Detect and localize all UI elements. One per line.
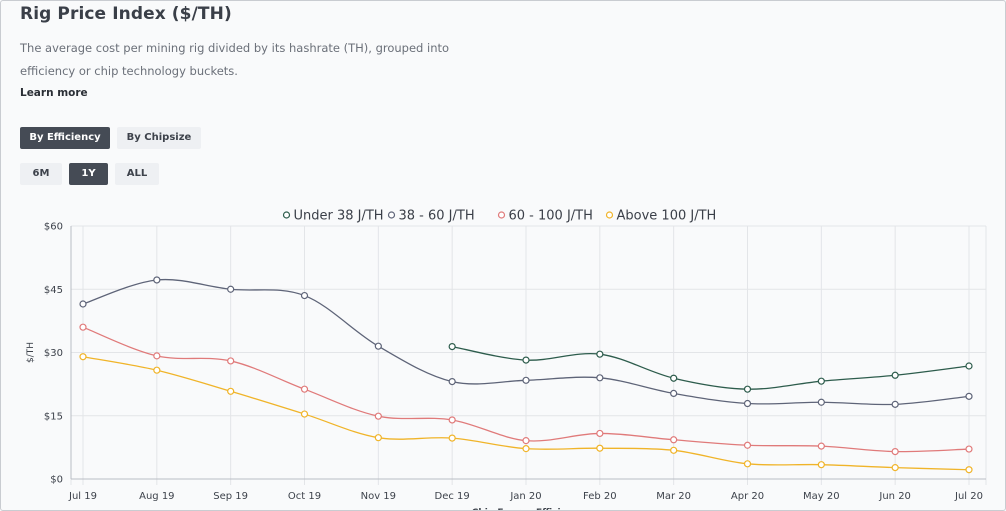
data-point-38-60-j-th[interactable]	[448, 377, 456, 386]
data-point-60-100-j-th[interactable]	[227, 357, 235, 365]
line-chart: $0 $15 $30 $45 $60 Jul 19 Aug 19 Sep 19 Oct 19 No…	[26, 209, 987, 511]
legend-label-38-60-j-th[interactable]: 38 - 60 J/TH	[399, 209, 475, 224]
data-point-under-38-j-th[interactable]	[891, 371, 899, 379]
y-tick-label: $15	[44, 411, 63, 422]
data-point-38-60-j-th[interactable]	[300, 291, 309, 300]
data-point-60-100-j-th[interactable]	[300, 385, 309, 393]
data-point-60-100-j-th[interactable]	[79, 323, 87, 331]
data-point-under-38-j-th[interactable]	[965, 362, 973, 370]
x-tick-label: Jul 20	[954, 491, 983, 502]
data-point-above-100-j-th[interactable]	[374, 434, 382, 442]
data-point-60-100-j-th[interactable]	[743, 441, 752, 449]
data-point-above-100-j-th[interactable]	[596, 444, 604, 452]
data-point-above-100-j-th[interactable]	[300, 410, 309, 418]
data-point-38-60-j-th[interactable]	[596, 374, 604, 382]
legend-label-above-100-j-th[interactable]: Above 100 J/TH	[617, 209, 717, 224]
data-point-above-100-j-th[interactable]	[448, 434, 456, 442]
y-tick-label: $45	[44, 285, 63, 296]
by-efficiency-button[interactable]: By Efficiency	[20, 127, 110, 149]
x-tick-label: Oct 19	[288, 491, 321, 502]
legend-label-60-100-j-th[interactable]: 60 - 100 J/TH	[509, 209, 593, 224]
data-point-38-60-j-th[interactable]	[227, 285, 235, 293]
data-point-under-38-j-th[interactable]	[448, 342, 456, 351]
x-tick-label: Jun 20	[878, 491, 911, 502]
x-tick-label: Dec 19	[435, 491, 470, 502]
data-point-above-100-j-th[interactable]	[522, 445, 530, 453]
x-tick-label: Aug 19	[139, 491, 174, 502]
x-tick-label: Mar 20	[656, 491, 691, 502]
x-axis-title: Chip Energy Efficiency	[472, 508, 585, 511]
data-point-38-60-j-th[interactable]	[817, 398, 825, 406]
chart-description: The average cost per mining rig divided …	[20, 41, 450, 78]
x-tick-label: Sep 19	[213, 491, 248, 502]
data-point-60-100-j-th[interactable]	[374, 412, 382, 420]
data-point-60-100-j-th[interactable]	[817, 442, 825, 450]
y-tick-label: $60	[44, 222, 63, 233]
data-point-38-60-j-th[interactable]	[891, 400, 899, 408]
data-point-under-38-j-th[interactable]	[743, 385, 752, 393]
data-point-38-60-j-th[interactable]	[522, 376, 530, 384]
data-point-above-100-j-th[interactable]	[153, 366, 161, 374]
legend-marker-38-60-j-th[interactable]	[387, 211, 396, 219]
data-point-60-100-j-th[interactable]	[522, 437, 530, 445]
legend-marker-above-100-j-th[interactable]	[605, 211, 614, 219]
x-tick-label: Apr 20	[731, 491, 764, 502]
data-point-above-100-j-th[interactable]	[965, 466, 973, 474]
data-point-under-38-j-th[interactable]	[596, 350, 604, 358]
page-title: Rig Price Index ($/TH)	[20, 4, 232, 24]
x-tick-label: Nov 19	[361, 491, 396, 502]
data-point-60-100-j-th[interactable]	[153, 352, 161, 360]
by-chipsize-button[interactable]: By Chipsize	[117, 127, 201, 149]
data-point-above-100-j-th[interactable]	[79, 353, 87, 361]
data-point-60-100-j-th[interactable]	[965, 445, 973, 453]
data-point-above-100-j-th[interactable]	[817, 461, 825, 469]
data-point-under-38-j-th[interactable]	[522, 356, 530, 364]
y-tick-label: $30	[44, 348, 63, 359]
legend-marker-under-38-j-th[interactable]	[282, 211, 291, 219]
data-point-60-100-j-th[interactable]	[670, 436, 678, 444]
series-line-under-38-j-th	[452, 345, 970, 390]
data-point-under-38-j-th[interactable]	[817, 377, 825, 385]
legend-marker-60-100-j-th[interactable]	[497, 211, 506, 219]
data-point-under-38-j-th[interactable]	[670, 374, 678, 382]
y-tick-label: $0	[50, 475, 63, 486]
data-point-above-100-j-th[interactable]	[891, 464, 899, 472]
data-point-60-100-j-th[interactable]	[891, 447, 899, 456]
x-tick-label: May 20	[803, 491, 840, 502]
x-tick-label: Jan 20	[509, 491, 541, 502]
data-point-38-60-j-th[interactable]	[153, 276, 161, 284]
data-point-38-60-j-th[interactable]	[79, 300, 87, 308]
x-tick-label: Jul 19	[68, 491, 97, 502]
data-point-60-100-j-th[interactable]	[596, 429, 604, 438]
y-axis-title: $/TH	[26, 342, 36, 363]
learn-more-link[interactable]: Learn more	[20, 87, 88, 99]
range-all-button[interactable]: ALL	[115, 163, 159, 185]
data-point-38-60-j-th[interactable]	[374, 342, 382, 350]
x-tick-label: Feb 20	[583, 491, 617, 502]
data-point-38-60-j-th[interactable]	[670, 389, 678, 398]
range-6m-button[interactable]: 6M	[20, 163, 62, 185]
data-point-60-100-j-th[interactable]	[448, 416, 456, 424]
data-point-38-60-j-th[interactable]	[743, 399, 752, 408]
range-1y-button[interactable]: 1Y	[69, 163, 108, 185]
legend-label-under-38-j-th[interactable]: Under 38 J/TH	[294, 209, 384, 224]
data-point-above-100-j-th[interactable]	[227, 387, 235, 395]
data-point-38-60-j-th[interactable]	[965, 392, 973, 400]
data-point-above-100-j-th[interactable]	[670, 446, 678, 454]
data-point-above-100-j-th[interactable]	[743, 460, 752, 468]
